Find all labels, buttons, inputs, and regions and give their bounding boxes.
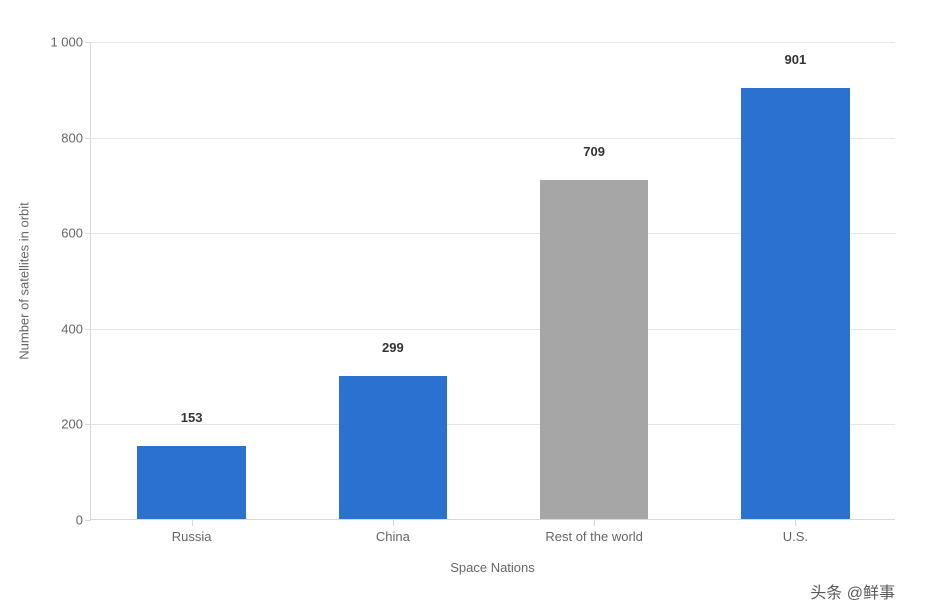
bar-value-label: 709 xyxy=(583,144,605,159)
watermark-text: 头条 @鲜事 xyxy=(810,579,895,603)
y-tick-label: 400 xyxy=(61,321,91,336)
bar[interactable] xyxy=(137,446,246,519)
gridline xyxy=(91,42,895,43)
plot-area: 02004006008001 000153Russia299China709Re… xyxy=(90,42,895,520)
y-tick-label: 600 xyxy=(61,226,91,241)
x-axis-title: Space Nations xyxy=(450,560,535,575)
bar-value-label: 299 xyxy=(382,340,404,355)
y-tick-label: 0 xyxy=(76,513,91,528)
bar[interactable] xyxy=(540,180,649,519)
y-axis-title: Number of satellites in orbit xyxy=(17,202,32,360)
y-tick-label: 1 000 xyxy=(50,35,91,50)
y-tick-label: 800 xyxy=(61,130,91,145)
bar[interactable] xyxy=(741,88,850,519)
chart-container: 0 200 400 600 800 1 000 153 Russia 299 China 709 Re… xyxy=(0,0,925,609)
bar-value-label: 901 xyxy=(785,52,807,67)
x-tick-label: Russia xyxy=(172,519,212,544)
bar[interactable] xyxy=(339,376,448,519)
bar-value-label: 153 xyxy=(181,410,203,425)
x-tick-label: U.S. xyxy=(783,519,808,544)
x-tick-label: China xyxy=(376,519,410,544)
y-tick-label: 200 xyxy=(61,417,91,432)
x-tick-label: Rest of the world xyxy=(545,519,643,544)
